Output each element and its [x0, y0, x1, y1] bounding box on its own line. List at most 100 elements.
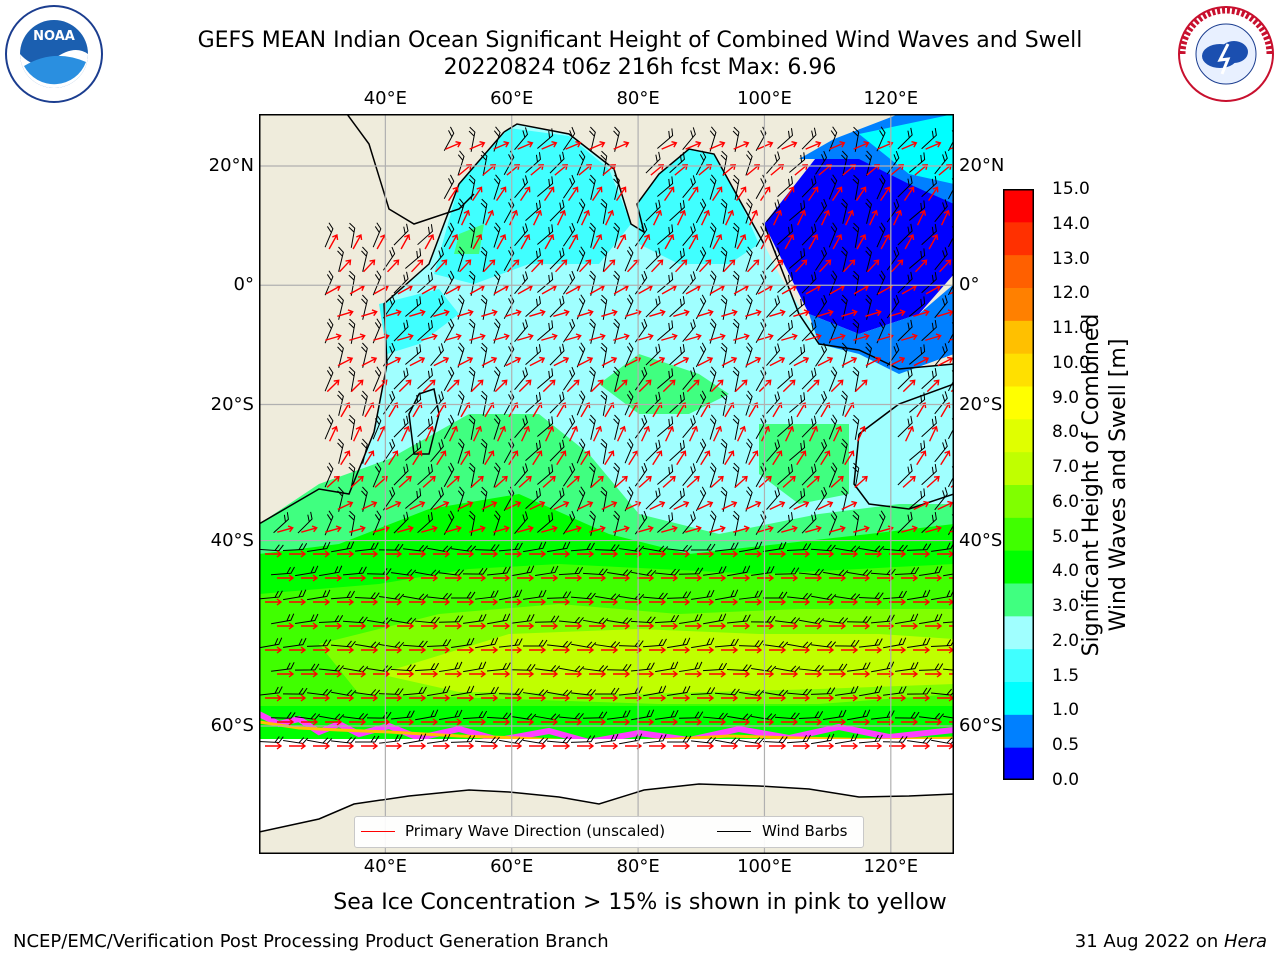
- wave-direction-arrow: [901, 574, 919, 582]
- wind-barb: [919, 613, 943, 625]
- lat-tick-right: 40°S: [959, 529, 1003, 551]
- wave-direction-arrow: [904, 233, 915, 250]
- wave-direction-arrow: [590, 475, 604, 488]
- wave-direction-arrow: [817, 356, 834, 367]
- colorbar-cell: [1003, 353, 1034, 387]
- wave-direction-arrow: [709, 622, 727, 630]
- colorbar-tick-label: 14.0: [1052, 213, 1090, 234]
- wind-barb: [348, 510, 356, 536]
- wave-direction-arrow: [844, 450, 855, 466]
- wind-barb: [774, 712, 800, 720]
- wave-direction-arrow: [421, 622, 439, 630]
- wind-barb: [720, 486, 728, 512]
- wind-barb: [799, 664, 824, 672]
- wave-direction-arrow: [721, 309, 738, 318]
- wave-direction-arrow: [853, 574, 871, 582]
- wind-barb: [801, 175, 817, 198]
- wave-direction-arrow: [469, 622, 487, 630]
- map-legend: Primary Wave Direction (unscaled) Wind B…: [354, 816, 864, 848]
- wave-direction-arrow: [867, 259, 880, 273]
- wave-direction-arrow: [577, 646, 595, 654]
- wave-direction-arrow: [711, 186, 723, 202]
- wind-barb: [777, 272, 794, 294]
- wind-barb: [562, 366, 576, 391]
- wave-direction-arrow: [493, 622, 511, 630]
- wave-direction-arrow: [901, 670, 919, 678]
- lon-tick-top: 40°E: [363, 88, 407, 109]
- wind-barb: [852, 462, 860, 488]
- wind-barb: [324, 510, 334, 536]
- wind-barb: [789, 344, 806, 365]
- wind-barb: [682, 367, 696, 391]
- wave-direction-arrow: [889, 742, 907, 750]
- wave-direction-arrow: [470, 475, 484, 488]
- wind-barb: [909, 296, 926, 317]
- wave-direction-arrow: [685, 670, 703, 678]
- wave-direction-arrow: [457, 646, 475, 654]
- wind-barb: [510, 663, 536, 671]
- wave-direction-arrow: [541, 622, 559, 630]
- wind-barb: [589, 126, 596, 152]
- wind-barb: [777, 368, 794, 390]
- wind-barb: [624, 246, 634, 272]
- wind-barb: [259, 736, 284, 744]
- wave-direction-arrow: [733, 140, 750, 150]
- wave-direction-arrow: [589, 525, 606, 533]
- lat-tick-right: 60°S: [959, 715, 1003, 736]
- wave-direction-arrow: [928, 425, 939, 442]
- wind-barb: [537, 464, 554, 485]
- wind-barb: [355, 542, 379, 552]
- wave-direction-arrow: [662, 475, 676, 488]
- wave-direction-arrow: [913, 500, 930, 511]
- plot-subtitle: 20220824 t06z 216h fcst Max: 6.96: [443, 55, 837, 80]
- colorbar-cell: [1003, 615, 1034, 650]
- wind-barb: [634, 270, 648, 295]
- colorbar-tick-label: 1.5: [1052, 665, 1080, 686]
- wind-barb: [720, 150, 728, 176]
- wind-barb: [295, 613, 319, 624]
- wave-direction-arrow: [350, 475, 364, 488]
- wave-direction-arrow: [446, 379, 460, 393]
- wave-direction-arrow: [556, 450, 567, 466]
- wave-direction-arrow: [289, 598, 307, 606]
- wind-barb: [600, 294, 608, 320]
- wave-direction-arrow: [326, 475, 340, 488]
- wave-direction-arrow: [709, 140, 726, 150]
- wave-direction-arrow: [915, 259, 928, 273]
- wave-direction-arrow: [697, 694, 715, 702]
- footer-date: 31 Aug 2022 on Hera: [1075, 931, 1267, 952]
- wind-barb: [562, 414, 576, 439]
- wave-direction-arrow: [709, 525, 726, 533]
- wave-direction-arrow: [553, 309, 570, 318]
- wave-direction-arrow: [745, 356, 762, 367]
- wave-direction-arrow: [555, 259, 568, 273]
- wave-direction-arrow: [901, 718, 919, 726]
- wave-direction-arrow: [685, 622, 703, 630]
- colorbar-cell: [1003, 287, 1034, 321]
- colorbar-cell: [1003, 550, 1034, 584]
- wave-direction-arrow: [580, 209, 591, 226]
- wind-barb: [613, 174, 620, 200]
- wave-direction-arrow: [398, 379, 412, 393]
- wave-direction-arrow: [601, 500, 618, 511]
- colorbar-cell: [1003, 386, 1034, 420]
- wave-direction-arrow: [400, 233, 411, 250]
- wind-barb: [755, 222, 767, 247]
- wave-direction-arrow: [637, 525, 654, 533]
- wind-barb: [514, 271, 529, 294]
- wind-barb: [372, 270, 382, 296]
- wind-barb: [835, 593, 861, 601]
- wave-direction-arrow: [649, 550, 667, 558]
- wave-direction-arrow: [661, 140, 678, 150]
- colorbar-tick-label: 0.5: [1052, 735, 1080, 756]
- wind-barb: [576, 294, 586, 320]
- wind-barb: [547, 640, 572, 648]
- wave-direction-arrow: [361, 694, 379, 702]
- wind-barb: [499, 589, 523, 601]
- wind-barb: [789, 392, 806, 413]
- wind-barb: [876, 510, 886, 536]
- wave-direction-arrow: [592, 233, 603, 250]
- wave-direction-arrow: [447, 186, 459, 202]
- wind-barbs-legend-label: Wind Barbs: [762, 822, 848, 840]
- wave-direction-arrow: [697, 598, 715, 606]
